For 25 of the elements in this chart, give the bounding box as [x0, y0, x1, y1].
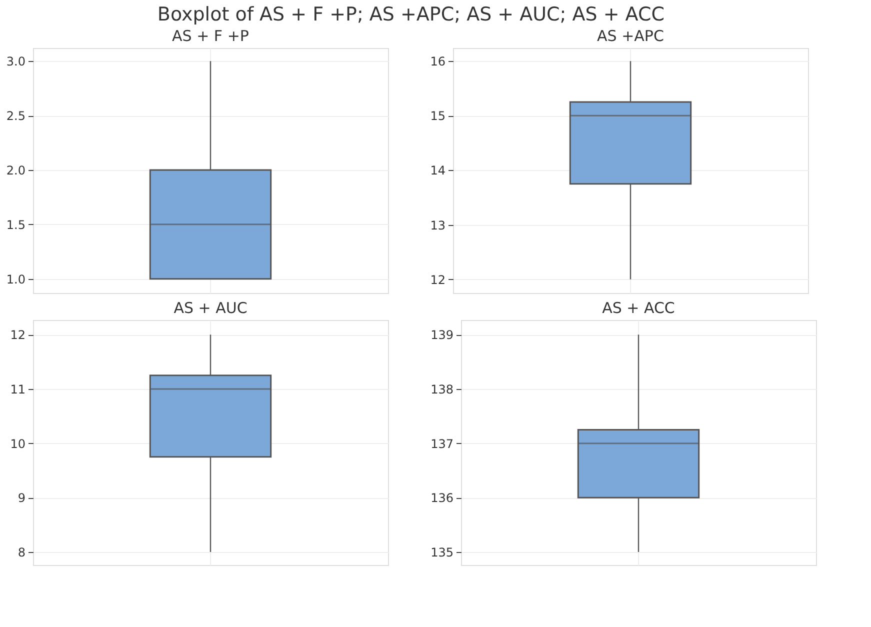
y-tick-label: 14 [430, 164, 446, 178]
y-tick-label: 16 [430, 54, 446, 69]
chart-title: Boxplot of AS + F +P; AS +APC; AS + AUC; AS + ACC [157, 4, 664, 26]
y-tick-label: 12 [10, 328, 26, 342]
y-tick-label: 12 [430, 272, 446, 287]
y-tick-label: 11 [10, 382, 26, 396]
y-tick-label: 2.0 [6, 163, 26, 178]
y-tick-label: 15 [430, 109, 446, 124]
y-tick-label: 136 [430, 491, 454, 506]
y-tick-label: 139 [430, 328, 454, 342]
y-tick-label: 3.0 [6, 54, 26, 69]
y-tick-label: 8 [18, 545, 26, 560]
y-tick-label: 13 [430, 218, 446, 232]
chart-subtitle: AS +APC [597, 27, 664, 45]
chart-subtitle: AS + ACC [602, 299, 675, 317]
chart-subtitle: AS + F +P [172, 27, 249, 45]
y-tick-label: 9 [18, 491, 26, 506]
y-tick-label: 10 [10, 436, 26, 451]
y-tick-label: 137 [430, 436, 454, 451]
y-tick-label: 1.0 [6, 272, 26, 286]
chart-subtitle: AS + AUC [174, 299, 248, 317]
y-tick-label: 1.5 [6, 218, 26, 232]
y-tick-label: 2.5 [6, 109, 26, 124]
y-tick-label: 135 [430, 545, 454, 560]
y-tick-label: 138 [430, 382, 454, 396]
